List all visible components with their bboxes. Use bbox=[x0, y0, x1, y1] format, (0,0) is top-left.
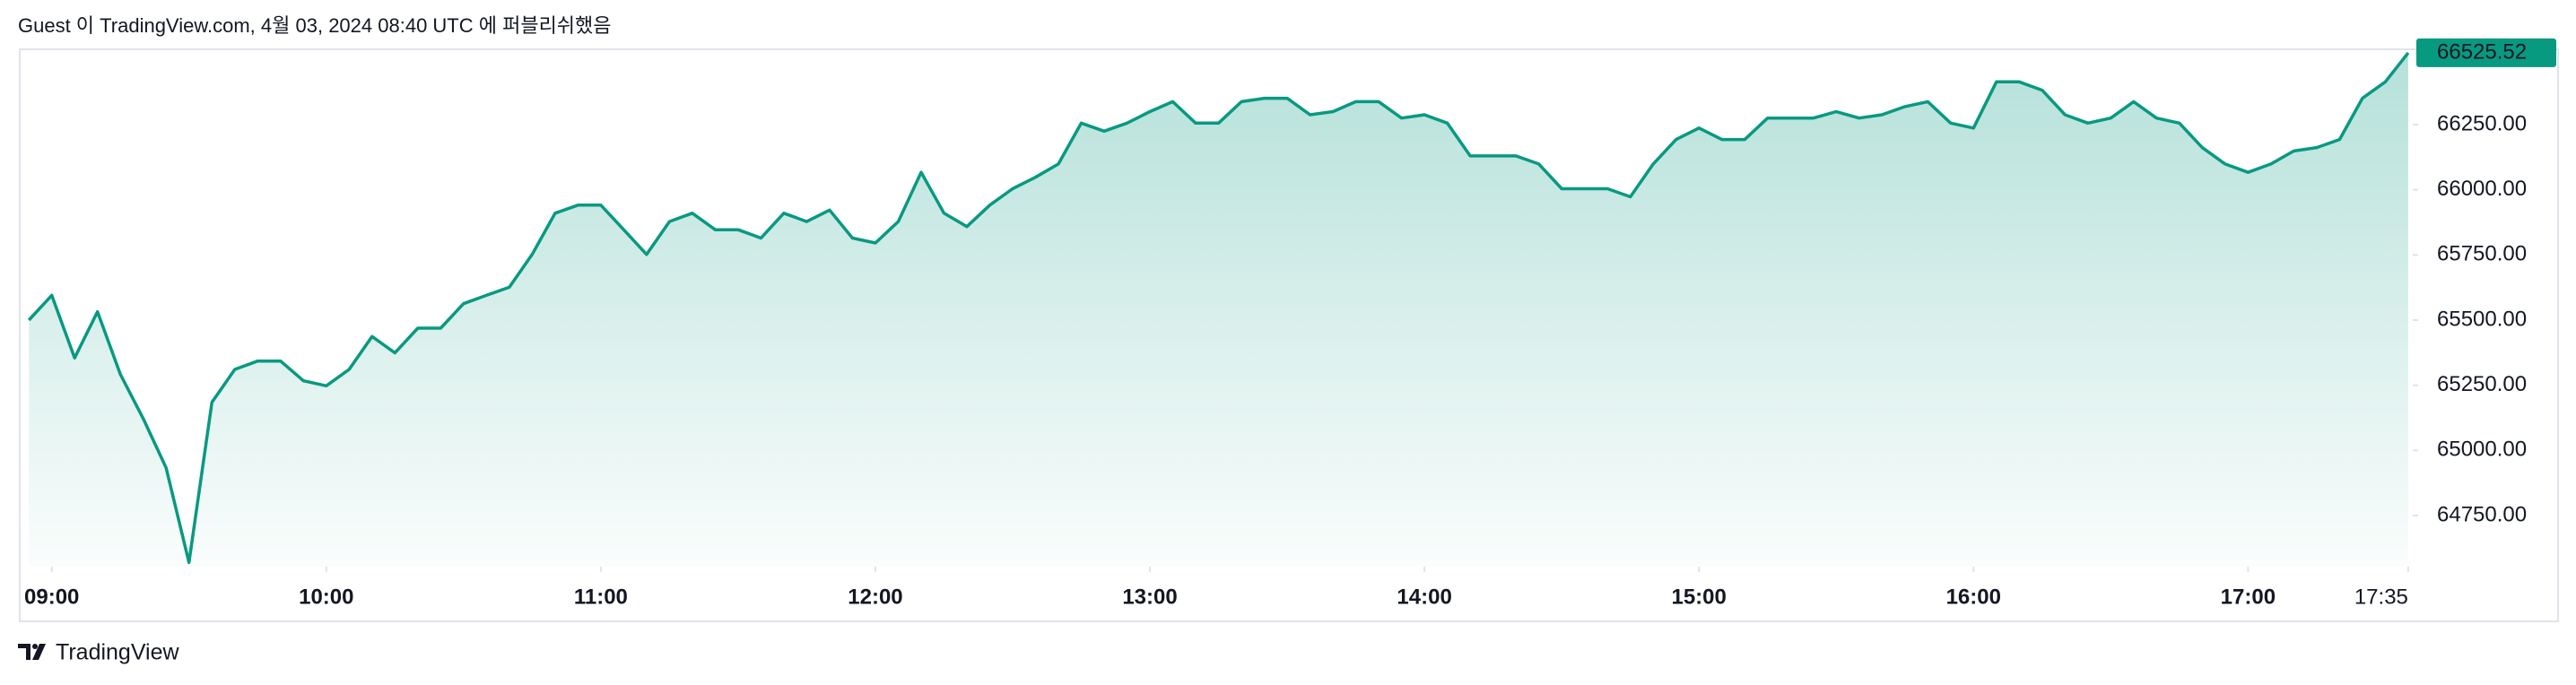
last-price-label: 66525.52 bbox=[2437, 39, 2527, 64]
x-tick-label: 10:00 bbox=[299, 585, 353, 609]
y-tick-label: 65250.00 bbox=[2437, 372, 2527, 396]
y-tick-label: 64750.00 bbox=[2437, 502, 2527, 526]
x-tick-label: 17:35 bbox=[2354, 585, 2408, 609]
area-fill bbox=[29, 52, 2408, 567]
x-tick-label: 15:00 bbox=[1671, 585, 1726, 609]
x-tick-label: 16:00 bbox=[1946, 585, 2001, 609]
header-text: Guest 이 TradingView.com, 4월 03, 2024 08:… bbox=[18, 14, 612, 37]
y-tick-label: 65750.00 bbox=[2437, 242, 2527, 266]
x-tick-label: 13:00 bbox=[1122, 585, 1177, 609]
last-price-box bbox=[2416, 38, 2556, 67]
chart-frame bbox=[19, 48, 2559, 622]
x-tick-label: 09:00 bbox=[24, 585, 79, 609]
price-line bbox=[27, 51, 2410, 565]
x-tick-label: 12:00 bbox=[848, 585, 902, 609]
x-tick-label: 11:00 bbox=[574, 585, 628, 609]
logo bbox=[18, 644, 46, 660]
footer-brand: TradingView bbox=[56, 640, 180, 665]
y-tick-label: 65000.00 bbox=[2437, 438, 2527, 462]
y-tick-label: 65500.00 bbox=[2437, 307, 2527, 331]
x-tick-label: 17:00 bbox=[2221, 585, 2276, 609]
x-tick-label: 14:00 bbox=[1397, 585, 1451, 609]
y-tick-label: 66000.00 bbox=[2437, 177, 2527, 201]
y-tick-label: 66250.00 bbox=[2437, 111, 2527, 135]
